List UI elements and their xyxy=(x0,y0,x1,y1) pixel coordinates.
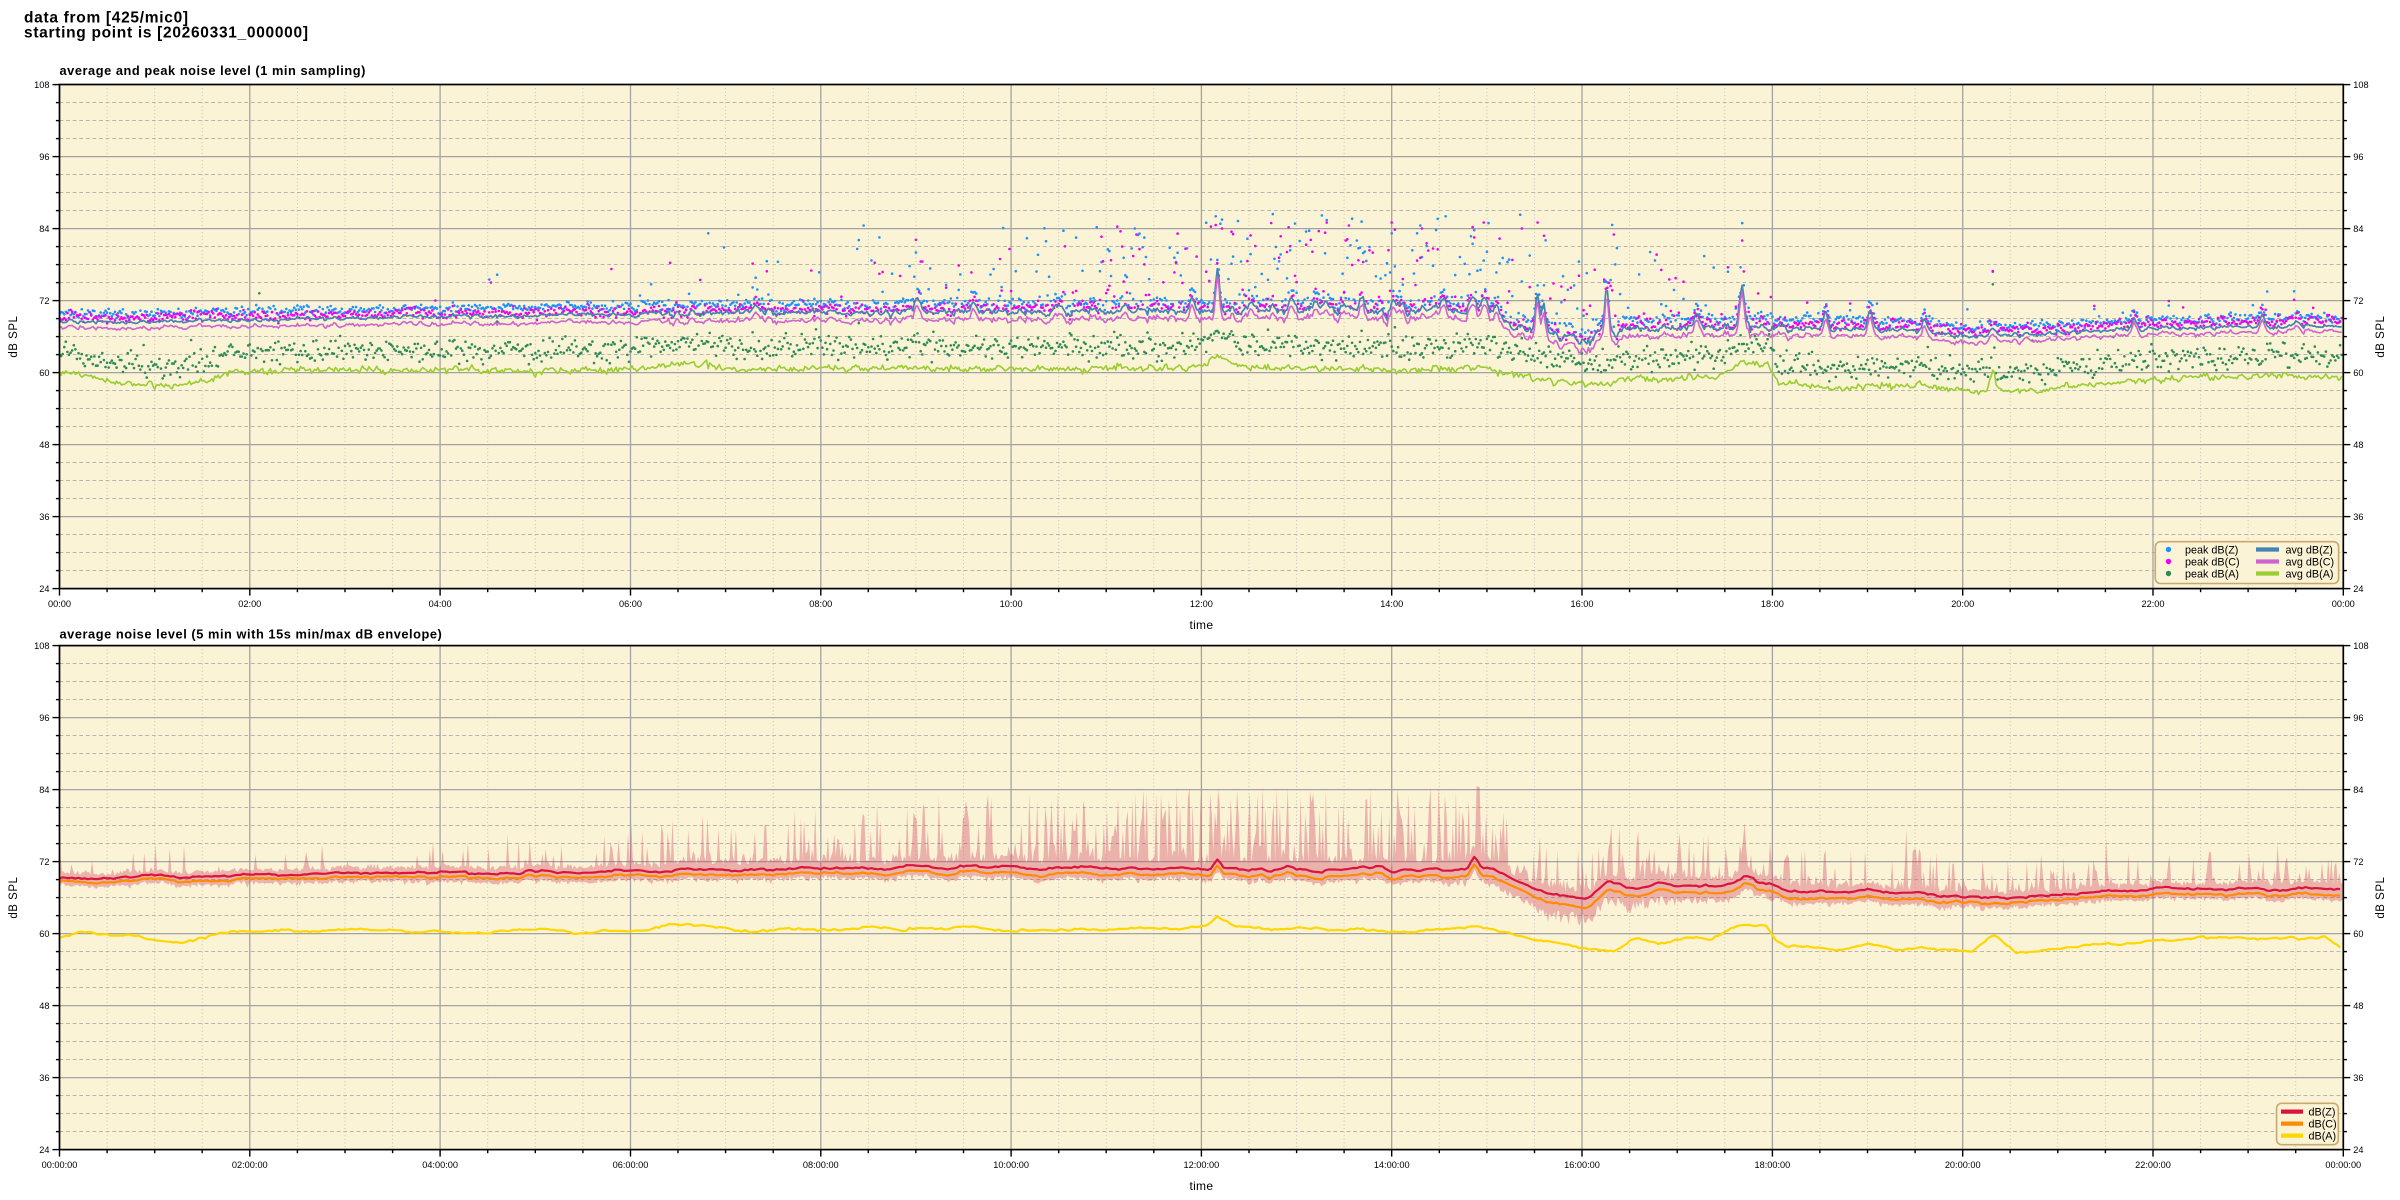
svg-text:24: 24 xyxy=(2353,584,2363,594)
svg-text:22:00: 22:00 xyxy=(2142,599,2165,609)
svg-text:data from [425/mic0]: data from [425/mic0] xyxy=(24,10,189,27)
svg-text:36: 36 xyxy=(2353,1073,2363,1083)
svg-text:72: 72 xyxy=(2353,857,2363,867)
svg-text:84: 84 xyxy=(39,785,49,795)
svg-text:14:00:00: 14:00:00 xyxy=(1374,1160,1410,1170)
svg-text:22:00:00: 22:00:00 xyxy=(2135,1160,2171,1170)
svg-text:84: 84 xyxy=(2353,785,2363,795)
svg-text:time: time xyxy=(1189,618,1213,632)
svg-text:06:00:00: 06:00:00 xyxy=(613,1160,649,1170)
svg-text:48: 48 xyxy=(2353,440,2363,450)
svg-text:02:00:00: 02:00:00 xyxy=(232,1160,268,1170)
svg-text:00:00: 00:00 xyxy=(48,599,71,609)
svg-text:24: 24 xyxy=(39,1145,49,1155)
svg-text:36: 36 xyxy=(39,1073,49,1083)
svg-text:108: 108 xyxy=(34,80,49,90)
svg-text:96: 96 xyxy=(2353,152,2363,162)
svg-text:72: 72 xyxy=(39,857,49,867)
svg-text:18:00: 18:00 xyxy=(1761,599,1784,609)
svg-text:04:00:00: 04:00:00 xyxy=(422,1160,458,1170)
svg-text:16:00:00: 16:00:00 xyxy=(1564,1160,1600,1170)
svg-text:00:00:00: 00:00:00 xyxy=(2325,1160,2361,1170)
svg-text:10:00: 10:00 xyxy=(1000,599,1023,609)
svg-text:average and peak noise level (: average and peak noise level (1 min samp… xyxy=(60,63,366,78)
svg-text:36: 36 xyxy=(39,512,49,522)
svg-text:dB SPL: dB SPL xyxy=(8,315,20,357)
svg-text:12:00:00: 12:00:00 xyxy=(1184,1160,1220,1170)
svg-text:dB(C): dB(C) xyxy=(2309,1118,2337,1130)
svg-text:108: 108 xyxy=(34,641,49,651)
svg-text:time: time xyxy=(1189,1179,1213,1193)
svg-text:dB SPL: dB SPL xyxy=(2375,315,2387,357)
svg-text:18:00:00: 18:00:00 xyxy=(1755,1160,1791,1170)
svg-text:dB(A): dB(A) xyxy=(2309,1130,2337,1142)
svg-text:48: 48 xyxy=(39,440,49,450)
svg-text:peak dB(Z): peak dB(Z) xyxy=(2185,544,2238,556)
svg-text:36: 36 xyxy=(2353,512,2363,522)
svg-text:96: 96 xyxy=(2353,713,2363,723)
svg-text:avg dB(A): avg dB(A) xyxy=(2286,568,2334,580)
svg-text:dB SPL: dB SPL xyxy=(2375,876,2387,918)
svg-text:72: 72 xyxy=(39,296,49,306)
svg-text:20:00: 20:00 xyxy=(1951,599,1974,609)
svg-text:60: 60 xyxy=(2353,368,2363,378)
svg-text:04:00: 04:00 xyxy=(429,599,452,609)
svg-text:60: 60 xyxy=(2353,929,2363,939)
svg-text:72: 72 xyxy=(2353,296,2363,306)
svg-text:48: 48 xyxy=(39,1001,49,1011)
svg-text:60: 60 xyxy=(39,929,49,939)
svg-text:dB(Z): dB(Z) xyxy=(2309,1106,2336,1118)
svg-text:84: 84 xyxy=(2353,224,2363,234)
svg-text:06:00: 06:00 xyxy=(619,599,642,609)
svg-text:avg dB(C): avg dB(C) xyxy=(2286,556,2335,568)
svg-text:00:00: 00:00 xyxy=(2332,599,2355,609)
svg-text:108: 108 xyxy=(2353,641,2368,651)
svg-text:96: 96 xyxy=(39,152,49,162)
svg-text:peak dB(C): peak dB(C) xyxy=(2185,556,2240,568)
svg-text:average noise level (5 min wit: average noise level (5 min with 15s min/… xyxy=(60,627,443,642)
svg-text:48: 48 xyxy=(2353,1001,2363,1011)
svg-text:02:00: 02:00 xyxy=(238,599,261,609)
svg-text:10:00:00: 10:00:00 xyxy=(993,1160,1029,1170)
svg-text:peak dB(A): peak dB(A) xyxy=(2185,568,2239,580)
svg-text:96: 96 xyxy=(39,713,49,723)
svg-text:24: 24 xyxy=(2353,1145,2363,1155)
svg-text:20:00:00: 20:00:00 xyxy=(1945,1160,1981,1170)
svg-text:08:00:00: 08:00:00 xyxy=(803,1160,839,1170)
svg-text:14:00: 14:00 xyxy=(1380,599,1403,609)
svg-text:starting point is [20260331_00: starting point is [20260331_000000] xyxy=(24,25,309,42)
svg-text:16:00: 16:00 xyxy=(1571,599,1594,609)
svg-text:00:00:00: 00:00:00 xyxy=(42,1160,78,1170)
svg-text:60: 60 xyxy=(39,368,49,378)
svg-text:avg dB(Z): avg dB(Z) xyxy=(2286,544,2333,556)
svg-text:108: 108 xyxy=(2353,80,2368,90)
svg-text:12:00: 12:00 xyxy=(1190,599,1213,609)
svg-text:dB SPL: dB SPL xyxy=(8,876,20,918)
svg-text:84: 84 xyxy=(39,224,49,234)
svg-text:24: 24 xyxy=(39,584,49,594)
svg-text:08:00: 08:00 xyxy=(809,599,832,609)
